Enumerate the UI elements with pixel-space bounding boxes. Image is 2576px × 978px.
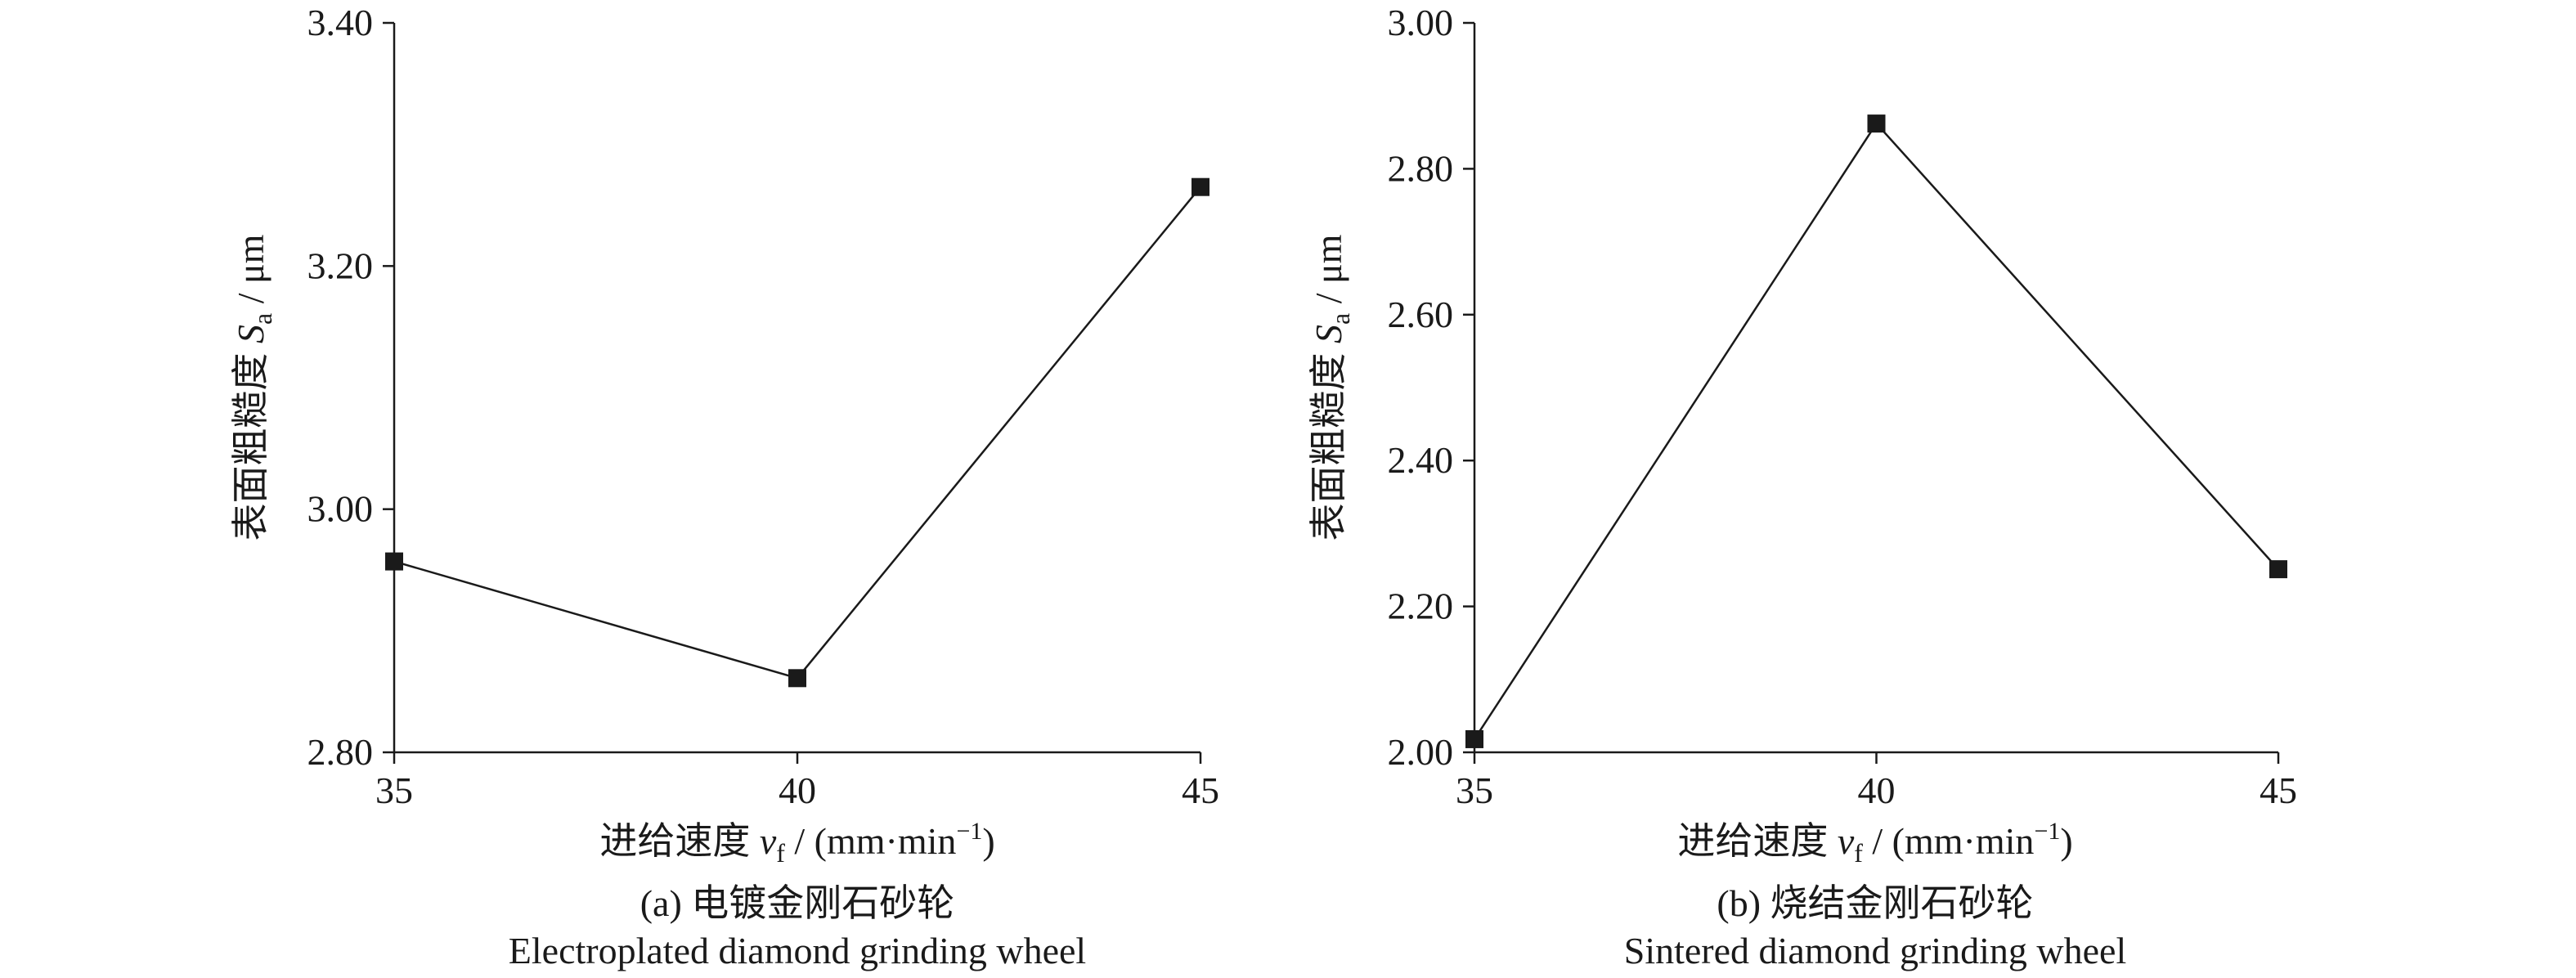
y-tick-label: 2.00 (1388, 731, 1454, 773)
y-axis-label: 表面粗糙度 Sa / μm (1308, 234, 1355, 541)
data-point-marker (1192, 177, 1209, 196)
panel-caption-en: Sintered diamond grinding wheel (1624, 930, 2127, 971)
panel-caption-en: Electroplated diamond grinding wheel (509, 930, 1086, 971)
y-tick-label: 3.20 (307, 244, 374, 286)
chart-panel-b: 2.00 2.20 2.40 2.60 2.80 3.00 35 40 45 表面粗糙度 Sa /… (1308, 2, 2297, 971)
x-axis-label: 进给速度 vf / (mm·min−1) (599, 818, 994, 868)
y-tick-label: 3.00 (307, 488, 374, 530)
series-line (1473, 122, 2279, 740)
data-point-marker (2269, 560, 2287, 579)
data-point-marker (1465, 729, 1483, 748)
y-tick-label: 2.80 (1388, 147, 1454, 189)
x-tick-label: 45 (1182, 769, 1219, 811)
x-tick-label: 45 (2260, 769, 2297, 811)
x-axis-label: 进给速度 vf / (mm·min−1) (1677, 818, 2072, 868)
y-tick-label: 2.20 (1388, 585, 1454, 627)
y-tick-label: 2.80 (307, 731, 374, 773)
x-tick-label: 35 (1456, 769, 1493, 811)
x-tick-label: 40 (779, 769, 816, 811)
y-tick-label: 3.00 (1388, 2, 1454, 43)
panel-caption-cn: (b) 烧结金刚石砂轮 (1717, 882, 2033, 924)
chart-panel-a: 2.80 3.00 3.20 3.40 35 40 45 表面粗糙度 Sa / μm 进给速度 … (230, 2, 1219, 971)
y-tick-label: 2.40 (1388, 439, 1454, 481)
y-axis-label: 表面粗糙度 Sa / μm (230, 234, 277, 541)
data-point-marker (788, 669, 806, 688)
data-point-marker (1867, 114, 1886, 133)
x-tick-label: 40 (1858, 769, 1896, 811)
series-line (393, 186, 1201, 680)
x-tick-label: 35 (375, 769, 413, 811)
y-tick-label: 3.40 (307, 2, 374, 43)
data-point-marker (385, 552, 403, 571)
panel-caption-cn: (a) 电镀金刚石砂轮 (640, 882, 955, 924)
y-tick-label: 2.60 (1388, 294, 1454, 335)
